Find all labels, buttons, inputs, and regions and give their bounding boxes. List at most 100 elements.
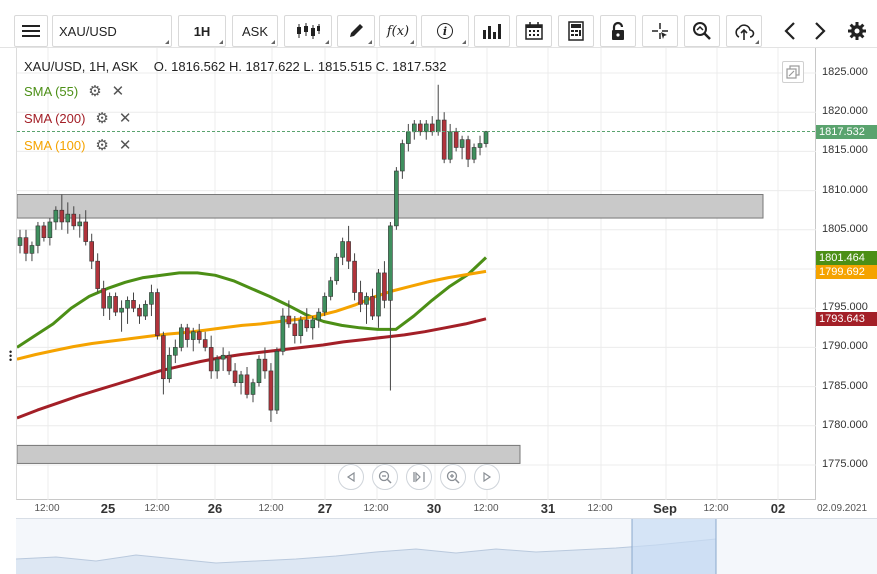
- chart-type-button[interactable]: [284, 15, 332, 47]
- timeframe-selector[interactable]: 1H: [178, 15, 226, 47]
- scroll-left-button[interactable]: [776, 15, 804, 47]
- navigator-overview[interactable]: [15, 518, 877, 574]
- candle-body: [101, 288, 106, 309]
- crosshair-icon: [652, 23, 668, 39]
- scroll-forward-button[interactable]: [474, 464, 500, 490]
- save-cloud-button[interactable]: [726, 15, 762, 47]
- symbol-selector[interactable]: XAU/USD: [52, 15, 172, 47]
- calculator-icon: [568, 21, 584, 41]
- lock-button[interactable]: [600, 15, 636, 47]
- candle-body: [334, 256, 339, 282]
- function-icon: f(x): [386, 23, 410, 39]
- price-tag: 1801.464: [816, 250, 877, 265]
- time-axis-time-label: 12:00: [363, 503, 389, 514]
- reset-view-icon: [413, 471, 425, 483]
- candlestick-icon: [297, 23, 320, 39]
- candle-body: [268, 370, 274, 411]
- indicator-row-sma55[interactable]: SMA (55) ⚙ ✕: [24, 82, 125, 100]
- price-chart: [17, 48, 817, 500]
- candle-body: [17, 237, 23, 246]
- indicator-settings-icon[interactable]: ⚙: [95, 109, 109, 127]
- chart-pane[interactable]: [16, 48, 817, 500]
- candle-body: [280, 315, 286, 352]
- time-axis-day-label: 30: [426, 501, 442, 516]
- candle-body: [435, 119, 441, 133]
- price-type-selector[interactable]: ASK: [232, 15, 278, 47]
- volume-button[interactable]: [474, 15, 510, 47]
- scroll-back-button[interactable]: [338, 464, 364, 490]
- candle-body: [23, 237, 29, 254]
- candle-body: [322, 296, 327, 313]
- calculator-button[interactable]: [558, 15, 594, 47]
- candle-body: [328, 280, 333, 297]
- menu-icon: [22, 25, 40, 37]
- support-resistance-zone: [17, 444, 521, 464]
- calendar-button[interactable]: [516, 15, 552, 47]
- chevron-left-icon: [784, 22, 795, 40]
- price-axis[interactable]: 1825.000 1820.000 1815.000 1810.000 1805.000…: [816, 48, 877, 500]
- candle-body: [256, 358, 262, 383]
- zoom-out-button[interactable]: [372, 464, 398, 490]
- scroll-right-button[interactable]: [806, 15, 834, 47]
- zoom-in-button[interactable]: [440, 464, 466, 490]
- candle-body: [417, 123, 423, 133]
- lock-icon: [612, 21, 624, 40]
- candle-body: [173, 347, 178, 356]
- candle-body: [83, 221, 89, 242]
- indicator-settings-icon[interactable]: ⚙: [95, 136, 109, 154]
- draw-tools-button[interactable]: [337, 15, 375, 47]
- candle-body: [131, 300, 136, 309]
- menu-button[interactable]: [14, 15, 48, 47]
- candle-body: [447, 131, 453, 160]
- price-axis-label: 1780.000: [822, 418, 868, 431]
- navigator-window[interactable]: [632, 519, 716, 574]
- candle-body: [149, 292, 154, 305]
- candle-body: [453, 131, 459, 148]
- bar-chart-icon: [483, 24, 501, 39]
- candle-body: [352, 260, 357, 293]
- candle-body: [196, 331, 202, 340]
- candle-body: [47, 221, 53, 238]
- indicator-label: SMA (200): [24, 111, 86, 126]
- chevron-right-icon: [815, 22, 826, 40]
- settings-button[interactable]: [842, 15, 872, 47]
- price-axis-label: 1805.000: [822, 222, 868, 235]
- indicator-row-sma100[interactable]: SMA (100) ⚙ ✕: [24, 136, 132, 154]
- maximize-chart-button[interactable]: [782, 61, 804, 83]
- candle-body: [29, 245, 35, 254]
- dropdown-corner-icon: [165, 40, 169, 44]
- time-axis[interactable]: 12:00 25 12:00 26 12:00 27 12:00 30 12:00 31 12:00…: [16, 500, 877, 518]
- price-tag: 1799.692: [816, 265, 877, 280]
- reset-view-button[interactable]: [406, 464, 432, 490]
- candle-body: [125, 300, 130, 309]
- candle-body: [406, 131, 411, 144]
- candle-body: [35, 225, 41, 246]
- indicator-remove-icon[interactable]: ✕: [118, 136, 132, 154]
- candle-body: [364, 296, 369, 305]
- candle-body: [298, 319, 304, 336]
- candle-body: [423, 123, 429, 133]
- zoom-icon: [693, 22, 711, 40]
- indicator-label: SMA (100): [24, 138, 86, 153]
- left-gutter: • • •: [0, 48, 16, 574]
- candle-body: [226, 354, 232, 372]
- candle-body: [358, 292, 363, 305]
- timeframe-label: 1H: [193, 23, 211, 39]
- pane-resize-handle[interactable]: • • •: [9, 347, 13, 365]
- candle-body: [400, 143, 405, 172]
- candle-body: [429, 123, 435, 133]
- indicator-settings-icon[interactable]: ⚙: [88, 82, 102, 100]
- sma-line: [17, 317, 487, 420]
- indicator-remove-icon[interactable]: ✕: [111, 82, 125, 100]
- price-tag: 1793.643: [816, 311, 877, 326]
- candle-body: [208, 347, 214, 372]
- candle-body: [155, 292, 160, 336]
- candle-body: [274, 351, 280, 411]
- crosshair-button[interactable]: [642, 15, 678, 47]
- indicator-row-sma200[interactable]: SMA (200) ⚙ ✕: [24, 109, 132, 127]
- candle-body: [220, 354, 226, 360]
- info-button[interactable]: i: [421, 15, 469, 47]
- indicators-button[interactable]: f(x): [379, 15, 417, 47]
- indicator-remove-icon[interactable]: ✕: [118, 109, 132, 127]
- zoom-button[interactable]: [684, 15, 720, 47]
